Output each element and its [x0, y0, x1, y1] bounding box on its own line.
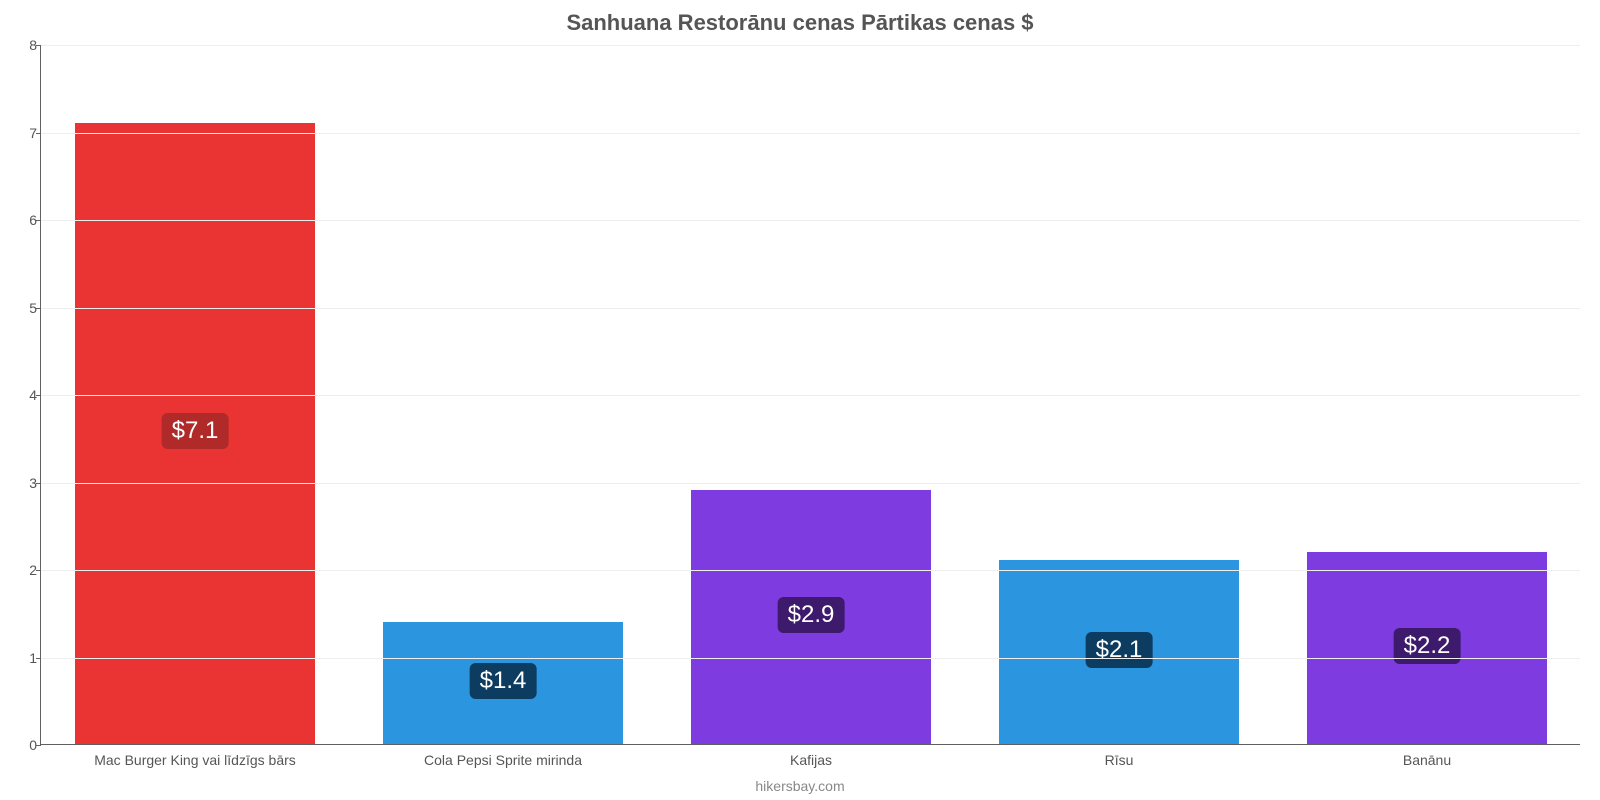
grid-line: [41, 483, 1580, 484]
y-tick-label: 5: [13, 300, 37, 316]
plot-area: $7.1$1.4$2.9$2.1$2.2 012345678Mac Burger…: [40, 45, 1580, 745]
y-tick-label: 8: [13, 37, 37, 53]
bar: $2.2: [1307, 552, 1547, 745]
x-axis-label: Mac Burger King vai līdzīgs bārs: [94, 752, 296, 768]
price-bar-chart: Sanhuana Restorānu cenas Pārtikas cenas …: [0, 0, 1600, 800]
y-tick-label: 1: [13, 650, 37, 666]
value-badge: $2.1: [1086, 632, 1153, 668]
value-badge: $1.4: [470, 663, 537, 699]
bar: $2.9: [691, 490, 931, 744]
grid-line: [41, 570, 1580, 571]
grid-line: [41, 308, 1580, 309]
chart-title: Sanhuana Restorānu cenas Pārtikas cenas …: [0, 10, 1600, 36]
bar: $2.1: [999, 560, 1239, 744]
y-tick-label: 4: [13, 387, 37, 403]
grid-line: [41, 220, 1580, 221]
bar: $7.1: [75, 123, 315, 744]
value-badge: $7.1: [162, 413, 229, 449]
value-badge: $2.9: [778, 597, 845, 633]
x-axis-label: Banānu: [1403, 752, 1451, 768]
y-tick-label: 0: [13, 737, 37, 753]
x-axis-label: Kafijas: [790, 752, 832, 768]
y-tick-label: 6: [13, 212, 37, 228]
grid-line: [41, 395, 1580, 396]
bar: $1.4: [383, 622, 623, 745]
chart-attribution: hikersbay.com: [0, 778, 1600, 794]
y-tick-label: 3: [13, 475, 37, 491]
grid-line: [41, 45, 1580, 46]
grid-line: [41, 133, 1580, 134]
x-axis-label: Cola Pepsi Sprite mirinda: [424, 752, 582, 768]
grid-line: [41, 658, 1580, 659]
y-tick-label: 2: [13, 562, 37, 578]
y-tick-label: 7: [13, 125, 37, 141]
x-axis-label: Rīsu: [1105, 752, 1134, 768]
